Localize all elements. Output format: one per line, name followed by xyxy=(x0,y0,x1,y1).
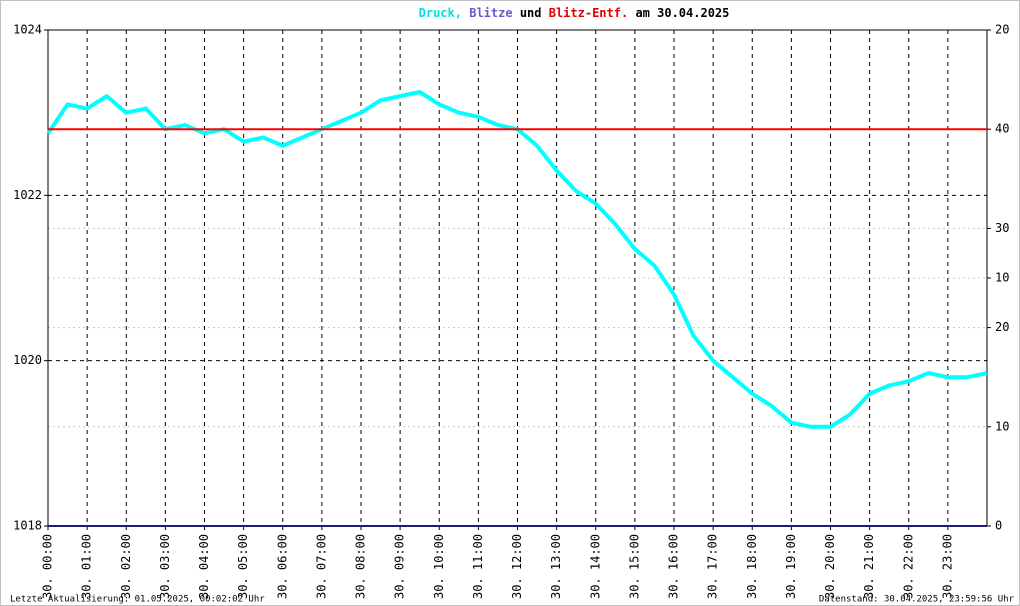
x-tick-label: 30. 09:00 xyxy=(393,534,407,599)
x-tick-label: 30. 18:00 xyxy=(745,534,759,599)
x-tick-label: 30. 23:00 xyxy=(940,534,954,599)
x-tick-label: 30. 15:00 xyxy=(627,534,641,599)
y-tick-label: 1020 xyxy=(13,353,42,367)
title-part: und xyxy=(520,6,542,20)
x-tick-label: 30. 06:00 xyxy=(275,534,289,599)
y-tick-label: 1018 xyxy=(13,519,42,533)
x-tick-label: 30. 21:00 xyxy=(862,534,876,599)
y2-tick-label: 20 xyxy=(995,320,1009,334)
x-tick-label: 30. 19:00 xyxy=(784,534,798,599)
title-part: am 30.04.2025 xyxy=(635,6,729,20)
x-tick-label: 30. 12:00 xyxy=(510,534,524,599)
y2-tick-label: 0 xyxy=(995,519,1002,533)
x-tick-label: 30. 02:00 xyxy=(119,534,133,599)
x-tick-label: 30. 20:00 xyxy=(823,534,837,599)
y2-tick-label: 40 xyxy=(995,122,1009,136)
x-tick-label: 30. 17:00 xyxy=(706,534,720,599)
x-tick-label: 30. 22:00 xyxy=(901,534,915,599)
x-tick-label: 30. 11:00 xyxy=(471,534,485,599)
y2-tick-label: 10 xyxy=(995,419,1009,433)
title-part: Blitz-Entf. xyxy=(549,6,628,20)
x-tick-label: 30. 07:00 xyxy=(314,534,328,599)
y2-tick-label: 30 xyxy=(995,221,1009,235)
y-tick-label: 1022 xyxy=(13,188,42,202)
x-tick-label: 30. 14:00 xyxy=(588,534,602,599)
x-tick-label: 30. 16:00 xyxy=(667,534,681,599)
x-tick-label: 30. 00:00 xyxy=(41,534,55,599)
title-part: Blitze xyxy=(469,6,512,20)
chart-title: Druck, Blitze und Blitz-Entf. am 30.04.2… xyxy=(419,6,730,20)
y-tick-label: 1024 xyxy=(13,23,42,37)
y2-tick-label: 10 xyxy=(995,271,1009,285)
x-tick-label: 30. 05:00 xyxy=(236,534,250,599)
x-tick-label: 30. 08:00 xyxy=(354,534,368,599)
x-tick-label: 30. 10:00 xyxy=(432,534,446,599)
footer-left: Letzte Aktualisierung: 01.05.2025, 00:02… xyxy=(10,595,265,605)
title-part: Druck, xyxy=(419,6,462,20)
footer-right: Datenstand: 30.04.2025, 23:59:56 Uhr xyxy=(819,595,1015,605)
x-tick-label: 30. 04:00 xyxy=(197,534,211,599)
x-tick-label: 30. 13:00 xyxy=(549,534,563,599)
x-tick-label: 30. 01:00 xyxy=(80,534,94,599)
x-tick-label: 30. 03:00 xyxy=(158,534,172,599)
y2-tick-label: 20 xyxy=(995,23,1009,37)
